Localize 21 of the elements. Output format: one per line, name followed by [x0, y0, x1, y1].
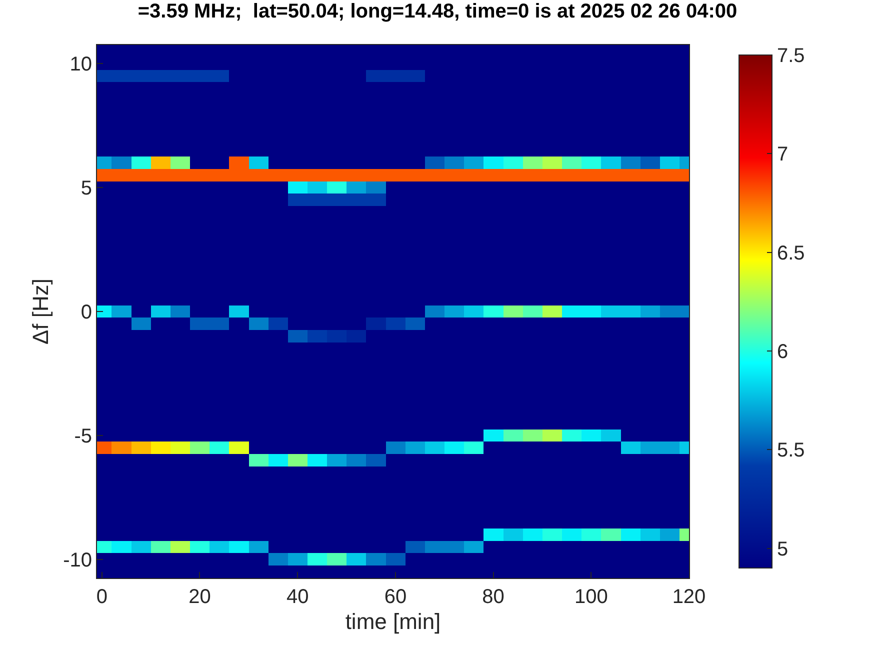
color-bar-label: 6 [777, 340, 788, 363]
chart-title: =3.59 MHz; lat=50.04; long=14.48, time=0 is at 2025 02 26 04:00 [138, 0, 738, 22]
x-tick-label: 60 [384, 586, 407, 608]
y-tick-label: -10 [63, 549, 92, 572]
color-bar-label: 7 [777, 144, 788, 166]
color-bar-label: 5 [777, 538, 788, 560]
y-tick-label: 10 [70, 54, 92, 76]
x-tick-label: 120 [672, 586, 706, 608]
x-tick-label: 100 [574, 586, 608, 608]
y-tick-label: 0 [80, 302, 92, 324]
y-axis-title: Δf [Hz] [28, 278, 53, 345]
color-bar-label: 6.5 [777, 242, 805, 264]
y-tick-label: 5 [80, 178, 92, 200]
color-bar-label: 5.5 [777, 440, 805, 462]
x-axis-title: time [min] [345, 608, 441, 634]
x-tick-label: 80 [482, 586, 504, 608]
x-tick-label: 0 [96, 586, 108, 608]
x-tick-label: 40 [286, 586, 309, 608]
x-tick-label: 20 [188, 586, 211, 608]
color-bar-label: 7.5 [777, 45, 805, 67]
y-tick-label: -5 [74, 425, 92, 448]
